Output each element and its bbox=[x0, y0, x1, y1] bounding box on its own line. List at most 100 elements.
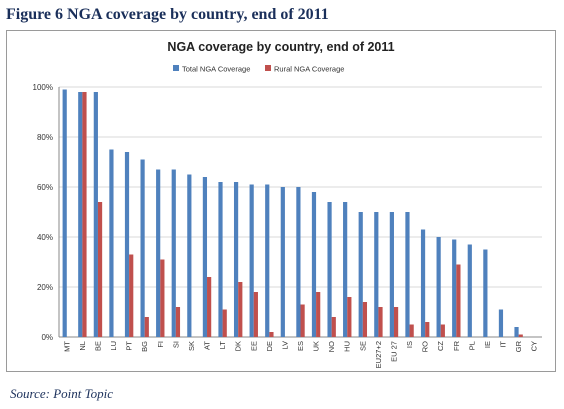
y-tick-label: 60% bbox=[37, 183, 53, 192]
x-tick-label: EE bbox=[249, 341, 258, 351]
bar-total-HU bbox=[343, 202, 348, 337]
bar-total-EU27+2 bbox=[374, 212, 379, 337]
chart-title: NGA coverage by country, end of 2011 bbox=[167, 40, 394, 54]
x-tick-label: PT bbox=[125, 341, 134, 351]
x-tick-label: CZ bbox=[436, 341, 445, 351]
bar-total-LU bbox=[109, 149, 114, 337]
x-tick-label: AT bbox=[203, 341, 212, 350]
legend-label: Rural NGA Coverage bbox=[274, 65, 344, 74]
x-tick-label: BE bbox=[93, 341, 102, 351]
x-tick-label: LU bbox=[109, 341, 118, 351]
x-tick-label: DK bbox=[234, 341, 243, 351]
bar-rural-NL bbox=[82, 92, 87, 337]
bar-total-NL bbox=[78, 92, 83, 337]
x-tick-label: HU bbox=[343, 341, 352, 352]
bar-rural-ES bbox=[300, 304, 305, 337]
bar-rural-EU27+2 bbox=[378, 307, 383, 337]
bar-rural-NO bbox=[331, 317, 336, 337]
x-tick-label: FR bbox=[452, 340, 461, 351]
bar-total-RO bbox=[420, 229, 426, 337]
bar-rural-GR bbox=[518, 334, 523, 337]
bar-rural-PT bbox=[129, 254, 134, 337]
bar-rural-EU 27 bbox=[393, 307, 399, 337]
bar-total-PT bbox=[124, 152, 130, 337]
x-tick-label: SE bbox=[358, 341, 367, 351]
bar-total-DE bbox=[265, 184, 270, 337]
bar-total-IS bbox=[405, 212, 410, 337]
x-tick-label: UK bbox=[312, 341, 321, 351]
bar-total-PL bbox=[467, 244, 472, 337]
x-axis: MT NL BE LU PT BG FI SI SK AT LT DK EE DE LV ES UK NO HU SE… bbox=[62, 340, 538, 368]
chart-frame: NGA coverage by country, end of 2011 Tot… bbox=[6, 30, 556, 372]
x-tick-label: PL bbox=[467, 341, 476, 350]
x-tick-label: IE bbox=[483, 341, 492, 348]
y-tick-label: 80% bbox=[37, 133, 53, 142]
y-axis: 0% 20% 40% 60% 80% 100% bbox=[33, 83, 60, 342]
x-tick-label: EU27+2 bbox=[374, 341, 383, 368]
x-tick-label: MT bbox=[62, 341, 71, 352]
x-tick-label: BG bbox=[140, 341, 149, 352]
bar-total-BE bbox=[93, 92, 98, 337]
x-tick-label: SI bbox=[171, 341, 180, 348]
bar-total-SK bbox=[187, 174, 192, 337]
y-tick-label: 20% bbox=[37, 283, 53, 292]
bars bbox=[62, 89, 523, 337]
bar-total-EU 27 bbox=[389, 212, 394, 337]
bar-total-CZ bbox=[436, 237, 441, 337]
y-tick-label: 0% bbox=[41, 333, 53, 342]
bar-rural-DE bbox=[269, 332, 274, 337]
bar-total-AT bbox=[202, 177, 208, 337]
legend: Total NGA Coverage Rural NGA Coverage bbox=[173, 65, 344, 74]
bar-rural-BE bbox=[97, 202, 103, 337]
bar-total-EE bbox=[249, 184, 254, 337]
y-tick-label: 100% bbox=[33, 83, 53, 92]
x-tick-label: GR bbox=[514, 340, 523, 352]
bar-rural-EE bbox=[253, 292, 258, 337]
bar-total-SI bbox=[171, 169, 176, 337]
bar-rural-BG bbox=[144, 317, 149, 337]
source-note: Source: Point Topic bbox=[10, 386, 114, 401]
figure-title: Figure 6 NGA coverage by country, end of… bbox=[6, 6, 329, 23]
x-tick-label: EU 27 bbox=[389, 341, 398, 362]
bar-total-GR bbox=[514, 327, 519, 337]
bar-rural-FI bbox=[160, 259, 165, 337]
bar-total-IE bbox=[483, 249, 488, 337]
x-tick-label: FI bbox=[156, 341, 165, 348]
x-tick-label: LV bbox=[280, 341, 289, 350]
bar-total-FI bbox=[156, 169, 161, 337]
bar-rural-IS bbox=[409, 324, 414, 337]
bar-chart: NGA coverage by country, end of 2011 Tot… bbox=[33, 40, 542, 368]
x-tick-label: LT bbox=[218, 341, 227, 350]
bar-rural-FR bbox=[456, 264, 461, 337]
bar-total-MT bbox=[62, 89, 67, 337]
bar-rural-DK bbox=[238, 282, 243, 337]
bar-rural-CZ bbox=[440, 324, 445, 337]
bar-total-DK bbox=[233, 182, 239, 337]
x-tick-label: NL bbox=[78, 341, 87, 351]
bar-rural-SE bbox=[362, 302, 368, 337]
bar-rural-RO bbox=[425, 322, 430, 337]
bar-rural-LT bbox=[222, 309, 227, 337]
y-tick-label: 40% bbox=[37, 233, 53, 242]
x-tick-label: NO bbox=[327, 341, 336, 352]
legend-swatch bbox=[173, 65, 179, 71]
bar-total-SE bbox=[358, 212, 363, 337]
x-tick-label: DE bbox=[265, 341, 274, 351]
x-tick-label: IS bbox=[405, 341, 414, 348]
x-tick-label: SK bbox=[187, 341, 196, 351]
bar-total-NO bbox=[327, 202, 332, 337]
x-tick-label: RO bbox=[421, 341, 430, 352]
bar-rural-UK bbox=[316, 292, 321, 337]
bar-total-BG bbox=[140, 159, 145, 337]
legend-label: Total NGA Coverage bbox=[182, 65, 250, 74]
bar-total-IT bbox=[498, 309, 504, 337]
bar-rural-AT bbox=[207, 277, 212, 337]
bar-rural-HU bbox=[347, 297, 352, 337]
bar-total-FR bbox=[452, 239, 457, 337]
bar-total-LT bbox=[218, 182, 223, 337]
x-tick-label: IT bbox=[499, 341, 508, 348]
x-tick-label: ES bbox=[296, 341, 305, 351]
bar-total-ES bbox=[296, 187, 301, 337]
bar-total-UK bbox=[311, 192, 317, 337]
x-tick-label: CY bbox=[530, 341, 539, 351]
